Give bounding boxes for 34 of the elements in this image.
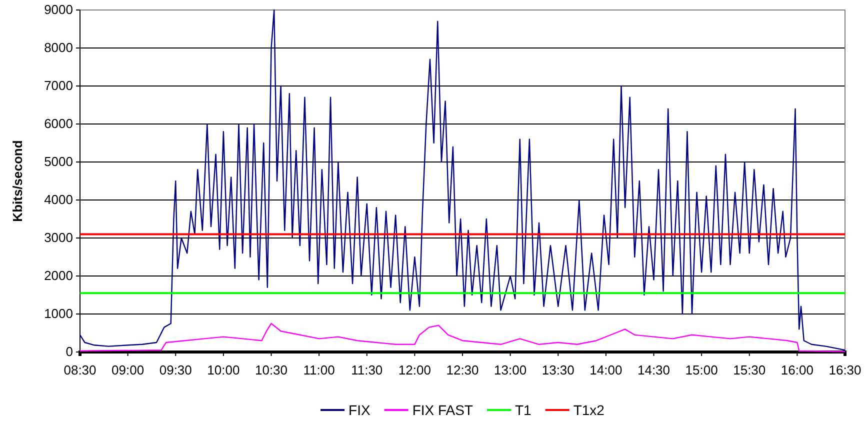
x-tick-label: 09:00 xyxy=(112,362,144,378)
y-tick-label: 5000 xyxy=(44,154,73,170)
x-tick-label: 15:00 xyxy=(685,362,718,378)
y-tick-label: 6000 xyxy=(44,116,73,132)
x-tick-label: 13:00 xyxy=(494,362,527,378)
x-tick-label: 13:30 xyxy=(542,362,574,378)
x-tick-label: 16:30 xyxy=(828,362,862,378)
x-tick-label: 14:30 xyxy=(637,362,670,378)
x-tick-label: 16:00 xyxy=(780,362,814,378)
x-tick-label: 11:30 xyxy=(351,362,383,378)
x-tick-label: 09:30 xyxy=(159,362,192,378)
y-tick-label: 1000 xyxy=(44,306,73,322)
x-tick-label: 10:00 xyxy=(207,362,240,378)
x-tick-label: 15:30 xyxy=(733,362,766,378)
x-tick-label: 11:00 xyxy=(303,362,335,378)
legend-label: T1 xyxy=(515,402,532,418)
y-tick-label: 9000 xyxy=(44,2,73,18)
x-tick-label: 12:30 xyxy=(446,362,479,378)
x-tick-label: 12:00 xyxy=(398,362,431,378)
x-tick-label: 08:30 xyxy=(64,362,96,378)
x-tick-label: 10:30 xyxy=(254,362,288,378)
y-tick-label: 8000 xyxy=(44,40,73,56)
legend-label: FIX FAST xyxy=(412,402,474,418)
legend-label: FIX xyxy=(348,402,371,418)
y-axis-title: Kbits/second xyxy=(10,140,25,222)
line-series xyxy=(79,322,846,352)
line-series xyxy=(79,9,846,351)
y-tick-label: 3000 xyxy=(44,230,73,246)
x-tick-label: 14:00 xyxy=(590,362,622,378)
legend-label: T1x2 xyxy=(573,402,605,418)
y-tick-label: 2000 xyxy=(44,268,73,284)
y-tick-label: 4000 xyxy=(44,192,73,208)
y-tick-label: 7000 xyxy=(44,78,73,94)
y-tick-label: 0 xyxy=(66,344,73,360)
